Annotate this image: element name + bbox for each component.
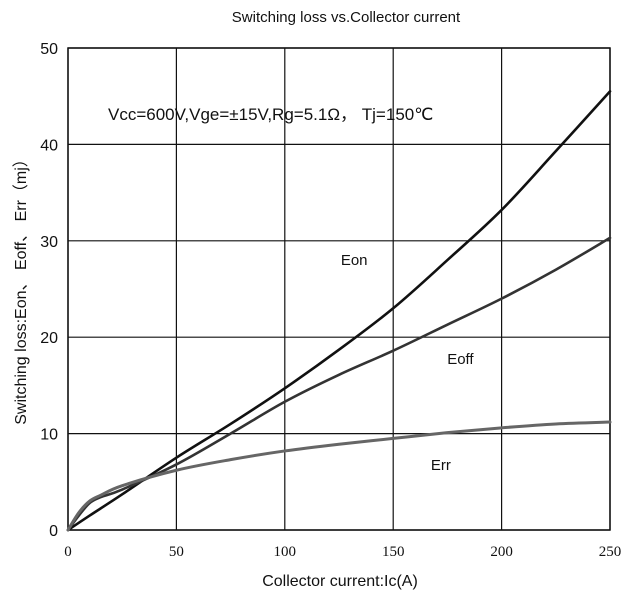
y-axis-ticks: 0 10 20 30 40 50 <box>40 41 58 540</box>
series-lines <box>66 90 612 532</box>
series-label-eon: Eon <box>341 252 368 269</box>
y-axis-label: Switching loss:Eon、 Eoff、 Err（mj） <box>12 151 30 425</box>
y-tick-label: 0 <box>49 523 58 540</box>
x-tick-label: 200 <box>490 544 513 560</box>
series-labels: Eon Eoff Err <box>341 252 475 474</box>
y-tick-label: 40 <box>40 137 58 154</box>
x-tick-label: 150 <box>382 544 405 560</box>
series-line-err <box>66 420 612 532</box>
series-label-eoff: Eoff <box>447 351 474 368</box>
x-axis-ticks: 0 50 100 150 200 250 <box>64 544 621 560</box>
y-tick-label: 50 <box>40 41 58 58</box>
x-tick-label: 50 <box>169 544 184 560</box>
plot-frame <box>67 47 611 531</box>
x-axis-label: Collector current:Ic(A) <box>262 573 418 590</box>
series-line-eon <box>66 90 612 532</box>
condition-annotation: Vcc=600V,Vge=±15V,Rg=5.1Ω， Tj=150℃ <box>108 105 433 124</box>
y-tick-label: 10 <box>40 427 58 444</box>
x-tick-label: 100 <box>274 544 297 560</box>
x-tick-label: 250 <box>599 544 622 560</box>
y-tick-label: 30 <box>40 234 58 251</box>
chart-title: Switching loss vs.Collector current <box>232 9 461 26</box>
series-line-eoff <box>66 236 612 532</box>
series-label-err: Err <box>431 457 451 474</box>
y-tick-label: 20 <box>40 330 58 347</box>
x-tick-label: 0 <box>64 544 72 560</box>
